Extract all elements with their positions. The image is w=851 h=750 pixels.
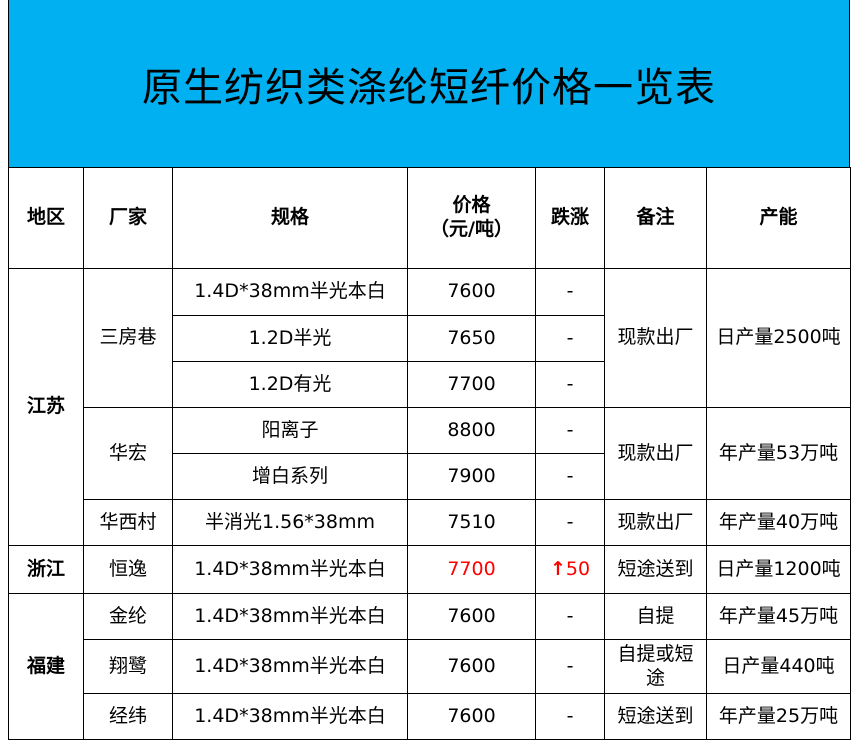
capacity-cell: 年产量25万吨 bbox=[706, 693, 851, 740]
change-cell: - bbox=[535, 361, 605, 408]
spec-cell: 1.4D*38mm半光本白 bbox=[172, 639, 408, 694]
change-cell: - bbox=[535, 315, 605, 362]
note-cell: 自提 bbox=[604, 593, 707, 640]
change-cell: - bbox=[535, 639, 605, 694]
table-row: 经纬 1.4D*38mm半光本白 7600 - 短途送到 年产量25万吨 bbox=[9, 693, 851, 740]
note-cell: 短途送到 bbox=[604, 693, 707, 740]
spec-cell: 1.2D半光 bbox=[172, 315, 408, 362]
note-cell: 现款出厂 bbox=[604, 407, 707, 500]
table-row: 华西村 半消光1.56*38mm 7510 - 现款出厂 年产量40万吨 bbox=[9, 499, 851, 546]
spec-cell: 1.4D*38mm半光本白 bbox=[172, 268, 408, 316]
price-cell: 8800 bbox=[407, 407, 536, 454]
change-cell: - bbox=[535, 268, 605, 316]
arrow-up-icon: ↑ bbox=[549, 557, 566, 580]
title-band: 原生纺织类涤纶短纤价格一览表 bbox=[8, 0, 850, 167]
change-cell: - bbox=[535, 593, 605, 640]
table-row: 福建 金纶 1.4D*38mm半光本白 7600 - 自提 年产量45万吨 bbox=[8, 593, 851, 740]
price-cell: 7600 bbox=[407, 268, 536, 316]
header-change: 跌涨 bbox=[535, 167, 605, 269]
factory-cell: 华西村 bbox=[83, 499, 173, 546]
table-row: 华宏 阳离子 8800 - 现款出厂 年产量53万吨 bbox=[9, 407, 851, 500]
capacity-cell: 年产量40万吨 bbox=[706, 499, 851, 546]
table-row: 1.2D半光 7650 - bbox=[9, 315, 851, 362]
region-cell: 江苏 bbox=[8, 268, 84, 546]
factory-cell: 翔鹭 bbox=[83, 639, 173, 694]
table-row: 江苏 三房巷 1.4D*38mm半光本白 7600 - 现款出厂 日产量2500… bbox=[8, 268, 851, 546]
header-row: 地区 厂家 规格 价格 （元/吨） 跌涨 备注 产能 bbox=[8, 167, 851, 269]
note-cell: 现款出厂 bbox=[604, 268, 707, 408]
note-cell: 现款出厂 bbox=[604, 499, 707, 546]
capacity-cell: 年产量45万吨 bbox=[706, 593, 851, 640]
price-cell: 7650 bbox=[407, 315, 536, 362]
change-cell: ↑50 bbox=[535, 545, 605, 594]
price-cell: 7700 bbox=[407, 545, 536, 594]
factory-cell: 华宏 bbox=[83, 407, 173, 500]
spec-cell: 1.2D有光 bbox=[172, 361, 408, 408]
change-value: 50 bbox=[565, 557, 591, 580]
header-region: 地区 bbox=[8, 167, 84, 269]
change-cell: - bbox=[535, 693, 605, 740]
change-cell: - bbox=[535, 499, 605, 546]
table-row: 翔鹭 1.4D*38mm半光本白 7600 - 自提或短途 日产量440吨 bbox=[9, 639, 851, 694]
change-cell: - bbox=[535, 453, 605, 500]
note-cell: 短途送到 bbox=[604, 545, 707, 594]
header-spec: 规格 bbox=[172, 167, 408, 269]
capacity-cell: 日产量2500吨 bbox=[706, 268, 851, 408]
factory-cell: 三房巷 bbox=[83, 268, 173, 408]
capacity-cell: 日产量1200吨 bbox=[706, 545, 851, 594]
header-price: 价格 （元/吨） bbox=[407, 167, 536, 269]
price-cell: 7600 bbox=[407, 639, 536, 694]
spec-cell: 1.4D*38mm半光本白 bbox=[172, 593, 408, 640]
header-note: 备注 bbox=[604, 167, 707, 269]
price-cell: 7900 bbox=[407, 453, 536, 500]
spec-cell: 1.4D*38mm半光本白 bbox=[172, 693, 408, 740]
header-capacity: 产能 bbox=[706, 167, 851, 269]
spec-cell: 增白系列 bbox=[172, 453, 408, 500]
capacity-cell: 年产量53万吨 bbox=[706, 407, 851, 500]
spec-cell: 阳离子 bbox=[172, 407, 408, 454]
note-cell: 自提或短途 bbox=[604, 639, 707, 694]
price-cell: 7700 bbox=[407, 361, 536, 408]
page-title: 原生纺织类涤纶短纤价格一览表 bbox=[142, 64, 716, 111]
region-cell: 浙江 bbox=[8, 545, 84, 594]
price-cell: 7510 bbox=[407, 499, 536, 546]
header-price-line1: 价格 bbox=[452, 194, 491, 217]
spec-cell: 半消光1.56*38mm bbox=[172, 499, 408, 546]
factory-cell: 恒逸 bbox=[83, 545, 173, 594]
spec-cell: 1.4D*38mm半光本白 bbox=[172, 545, 408, 594]
header-price-line2: （元/吨） bbox=[430, 218, 513, 240]
table-row: 增白系列 7900 - bbox=[9, 453, 851, 500]
region-cell: 福建 bbox=[8, 593, 84, 740]
header-factory: 厂家 bbox=[83, 167, 173, 269]
price-cell: 7600 bbox=[407, 593, 536, 640]
price-cell: 7600 bbox=[407, 693, 536, 740]
factory-cell: 经纬 bbox=[83, 693, 173, 740]
factory-cell: 金纶 bbox=[83, 593, 173, 640]
price-table: 地区 厂家 规格 价格 （元/吨） 跌涨 备注 产能 江苏 三房巷 1.4D*38… bbox=[8, 167, 851, 740]
table-row: 浙江 恒逸 1.4D*38mm半光本白 7700 ↑50 短途送到 日产量120… bbox=[8, 545, 851, 594]
capacity-cell: 日产量440吨 bbox=[706, 639, 851, 694]
change-cell: - bbox=[535, 407, 605, 454]
